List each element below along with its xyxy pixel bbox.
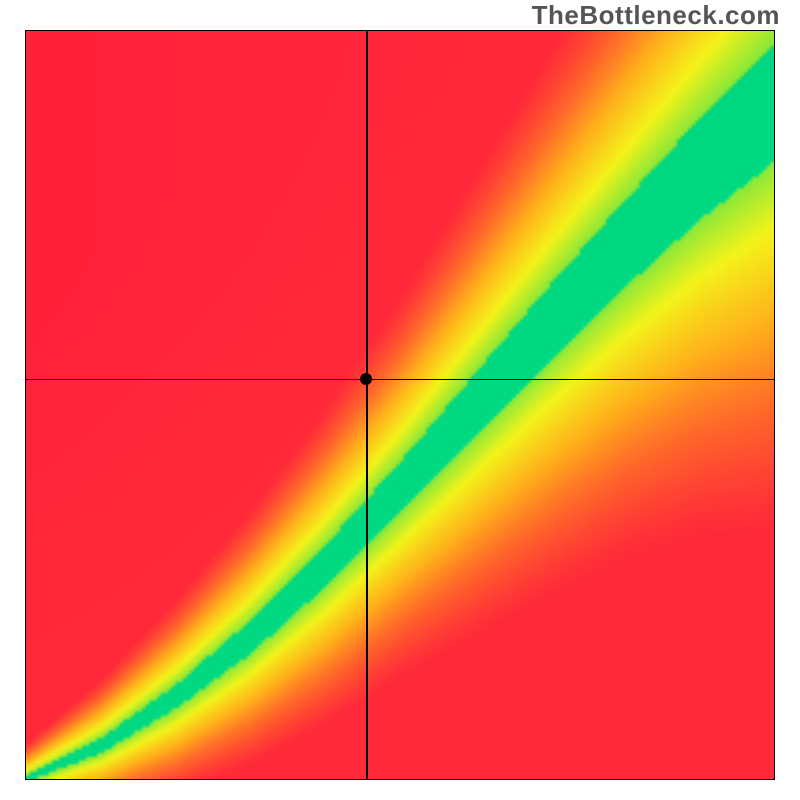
chart-container: TheBottleneck.com [0, 0, 800, 800]
heatmap-plot-area [25, 30, 775, 780]
crosshair-vertical [366, 31, 368, 779]
crosshair-horizontal [26, 379, 774, 381]
crosshair-marker [360, 373, 372, 385]
watermark-text: TheBottleneck.com [532, 0, 780, 31]
heatmap-canvas [26, 31, 774, 779]
